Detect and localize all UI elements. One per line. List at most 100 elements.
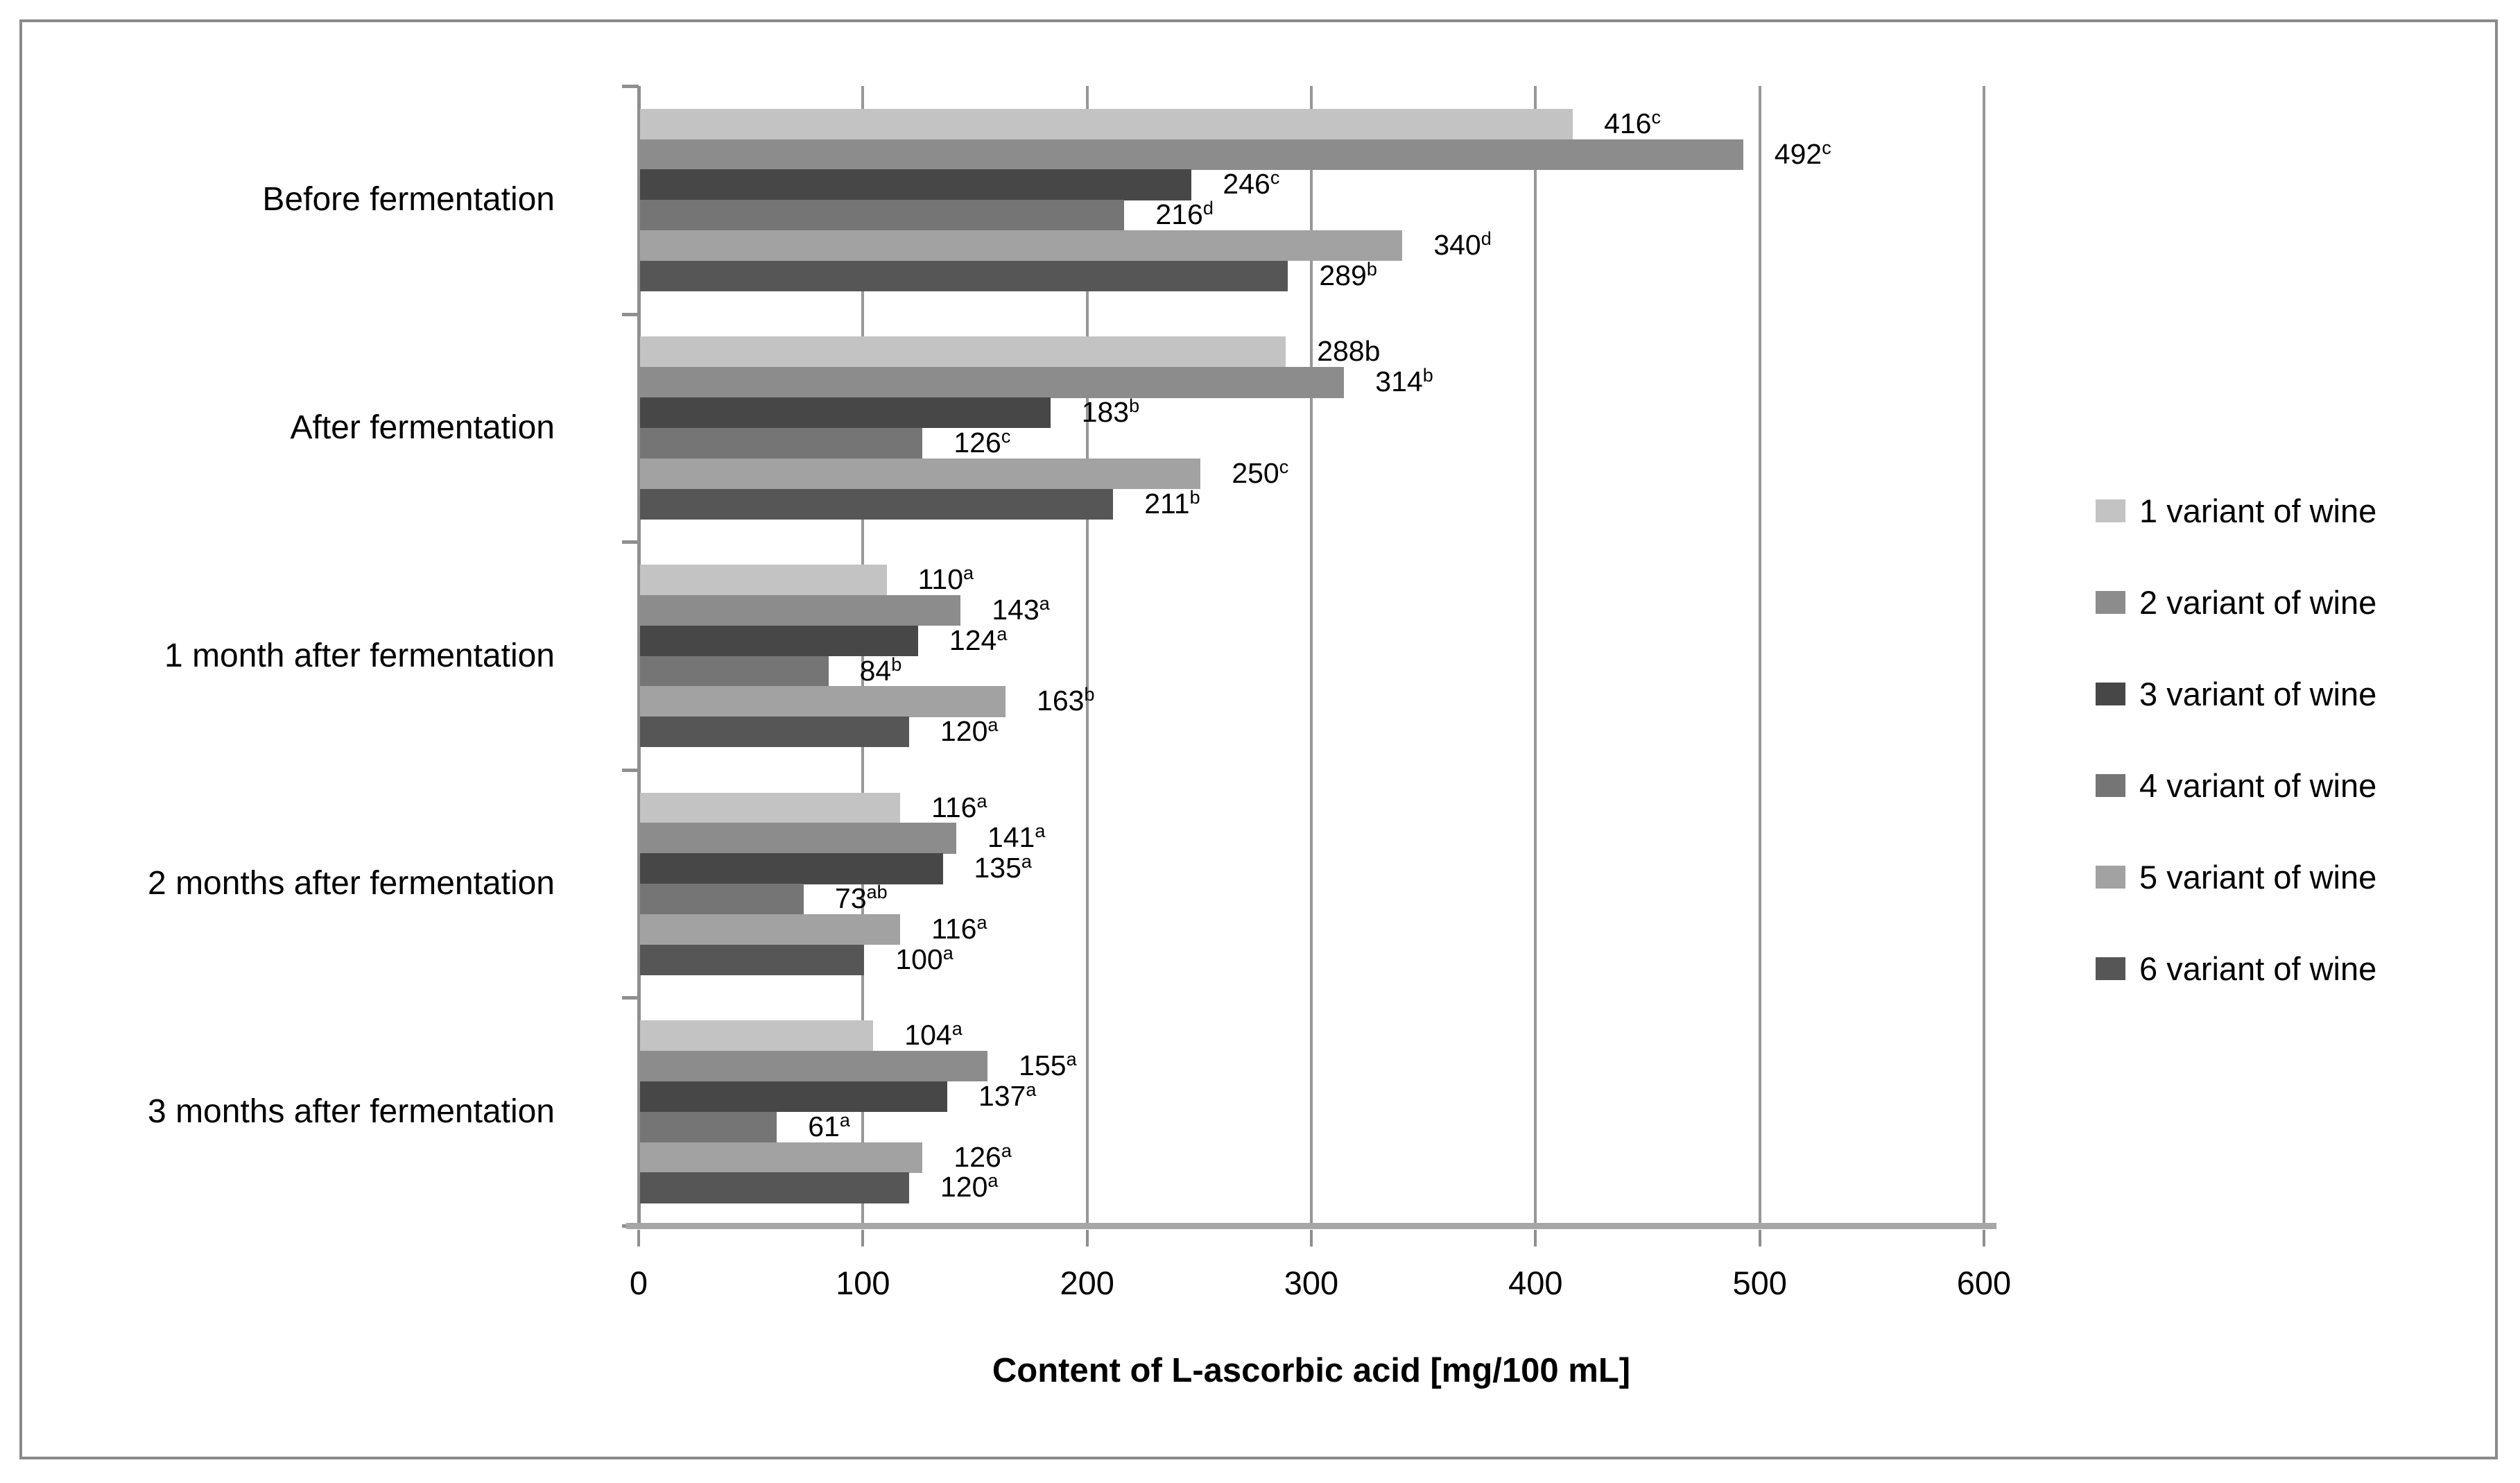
bar-value-superscript: c	[1279, 456, 1289, 477]
bar-value-label: 135a	[974, 851, 1032, 884]
legend-item: 6 variant of wine	[2096, 946, 2376, 991]
bar	[640, 914, 901, 945]
legend-swatch	[2096, 590, 2125, 614]
bar-value-label: 141a	[987, 821, 1046, 854]
bar-value-superscript: b	[1366, 258, 1377, 280]
bar-value-superscript: a	[976, 911, 987, 933]
legend-swatch	[2096, 957, 2125, 980]
x-axis-tick	[1758, 1230, 1761, 1246]
bar-value-label: 100a	[895, 942, 953, 975]
bar-value-superscript: b	[1422, 365, 1433, 386]
bar-value-superscript: a	[942, 942, 953, 963]
x-axis-tick	[1983, 1230, 1985, 1246]
bar	[640, 367, 1345, 398]
legend-swatch	[2096, 773, 2125, 797]
legend-item: 4 variant of wine	[2096, 763, 2376, 807]
bar	[640, 1111, 777, 1142]
bar-value-superscript: a	[1021, 851, 1032, 873]
legend-item: 3 variant of wine	[2096, 671, 2376, 716]
x-axis-title: Content of L-ascorbic acid [mg/100 mL]	[992, 1352, 1631, 1389]
plot-area: 416c 492c 246c 216d 340d 289b 288b 314b 183b 126c…	[622, 85, 1996, 1246]
x-axis-tick	[637, 1230, 640, 1246]
bar-value-superscript: a	[976, 790, 987, 812]
x-tick-label: 200	[1060, 1265, 1114, 1301]
category-label: 3 months after fermentation	[148, 1092, 555, 1130]
category-label: Before fermentation	[262, 181, 555, 218]
y-axis-tick	[622, 85, 639, 88]
bar-value-superscript: a	[987, 1170, 999, 1192]
category-label: After fermentation	[290, 409, 555, 446]
bar-value-label: 126c	[953, 425, 1011, 458]
legend-label: 6 variant of wine	[2139, 950, 2377, 987]
gridline	[1983, 86, 1985, 1226]
bar-value-label: 340d	[1433, 228, 1492, 262]
bar	[640, 260, 1288, 292]
bar	[640, 427, 923, 459]
bar	[640, 717, 909, 748]
bar-value-superscript: d	[1202, 198, 1214, 219]
bar-value-label: 289b	[1319, 258, 1377, 291]
x-tick-label: 500	[1732, 1265, 1787, 1301]
bar-value-label: 211b	[1144, 486, 1200, 520]
bar-value-label: 73ab	[835, 882, 888, 915]
bar-value-superscript: b	[1129, 395, 1140, 417]
legend-label: 2 variant of wine	[2139, 583, 2377, 621]
x-tick-label: 400	[1508, 1265, 1563, 1301]
x-axis-line	[626, 1223, 1996, 1229]
legend-item: 2 variant of wine	[2096, 580, 2376, 624]
bar-value-superscript: a	[1026, 1079, 1037, 1100]
bar	[640, 230, 1403, 262]
bar	[640, 1051, 988, 1082]
gridline	[1310, 86, 1313, 1226]
x-tick-label: 600	[1956, 1265, 2012, 1301]
bar-value-label: 124a	[949, 623, 1008, 656]
legend-label: 5 variant of wine	[2139, 858, 2377, 895]
x-axis-tick	[861, 1230, 865, 1246]
x-axis-tick	[1310, 1230, 1313, 1246]
bar-value-superscript: d	[1481, 228, 1492, 250]
bar-value-label: 126a	[953, 1140, 1012, 1173]
bar-value-superscript: c	[1822, 137, 1831, 158]
y-axis-tick	[622, 768, 639, 772]
y-axis-tick	[622, 996, 639, 1000]
y-axis-line	[637, 86, 641, 1226]
bar-value-label: 116a	[931, 911, 987, 945]
bar-value-label: 416c	[1604, 106, 1661, 139]
bar	[640, 686, 1006, 717]
legend-swatch	[2096, 682, 2125, 705]
bar	[640, 1172, 909, 1203]
bar	[640, 200, 1125, 231]
gridline	[1534, 86, 1537, 1226]
bar	[640, 944, 865, 976]
bar-value-label: 116a	[931, 790, 987, 823]
bar	[640, 1020, 874, 1052]
x-tick-label: 0	[629, 1265, 648, 1301]
bar-value-label: 137a	[978, 1079, 1037, 1112]
x-tick-label: 300	[1284, 1265, 1339, 1301]
bar-value-label: 84b	[859, 653, 902, 687]
bar-value-superscript: b	[891, 653, 902, 675]
bar-value-label: 104a	[904, 1018, 963, 1052]
bar-value-superscript: a	[996, 623, 1008, 644]
bar	[640, 853, 943, 884]
bar	[640, 1081, 947, 1113]
bar	[640, 1142, 923, 1173]
bar	[640, 594, 961, 626]
y-axis-tick	[622, 540, 639, 545]
bar-value-superscript: a	[951, 1018, 963, 1040]
bar-value-superscript: c	[1651, 106, 1661, 128]
bar-value-label: 61a	[808, 1109, 850, 1142]
bar-value-superscript: a	[1039, 592, 1050, 614]
bar-value-superscript: a	[1035, 821, 1046, 842]
bar	[640, 458, 1201, 490]
bar-value-label: 246c	[1223, 167, 1280, 200]
legend-item: 1 variant of wine	[2096, 488, 2376, 533]
bar	[640, 169, 1192, 200]
bar-value-superscript: a	[1066, 1049, 1077, 1070]
bar-value-label: 183b	[1081, 395, 1140, 429]
gridline	[1085, 86, 1089, 1226]
bar-value-superscript: a	[963, 563, 974, 584]
x-axis-tick	[1085, 1230, 1089, 1246]
category-label: 1 month after fermentation	[164, 637, 555, 674]
bar	[640, 336, 1286, 368]
